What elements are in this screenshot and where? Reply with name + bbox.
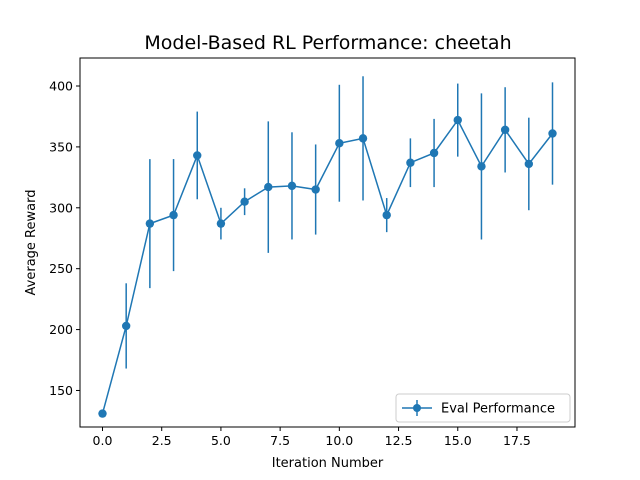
axes-frame <box>79 57 576 428</box>
y-tick-label: 150 <box>49 383 73 398</box>
data-point <box>169 210 178 220</box>
data-point <box>500 125 510 135</box>
data-point <box>406 158 415 167</box>
x-axis-label: Iteration Number <box>272 456 384 471</box>
data-point <box>311 185 320 194</box>
x-tick-label: 15.0 <box>444 433 472 448</box>
data-point <box>382 210 391 220</box>
x-tick-label: 0.0 <box>93 433 113 448</box>
x-tick-label: 2.5 <box>152 433 172 448</box>
y-tick-label: 200 <box>49 322 73 337</box>
plot-area <box>98 76 557 418</box>
data-point <box>477 162 486 171</box>
legend: Eval Performance <box>395 393 571 423</box>
data-point <box>193 151 202 160</box>
data-point <box>548 129 557 138</box>
data-point <box>335 139 344 148</box>
x-tick-label: 10.0 <box>325 433 353 448</box>
data-point <box>264 182 273 192</box>
data-point <box>145 219 155 228</box>
legend-label: Eval Performance <box>441 402 555 417</box>
data-point <box>453 115 462 125</box>
x-tick-label: 5.0 <box>211 433 231 448</box>
x-tick-label: 7.5 <box>270 433 290 448</box>
y-tick-label: 250 <box>49 261 73 276</box>
data-point <box>524 159 534 169</box>
legend-point-marker <box>413 404 421 412</box>
data-point <box>121 321 131 331</box>
legend-box <box>395 393 571 423</box>
data-point <box>216 219 226 228</box>
y-axis-label: Average Reward <box>24 190 39 296</box>
chart-title: Model-Based RL Performance: cheetah <box>144 32 511 54</box>
x-tick-label: 17.5 <box>503 433 531 448</box>
data-point <box>429 148 439 158</box>
data-point <box>98 409 107 418</box>
series-line <box>101 118 554 414</box>
data-point <box>358 134 368 143</box>
axes: 0.0 2.5 5.0 7.5 10.0 12.5 15.0 17.5 150 200 250 300… <box>49 79 531 448</box>
y-tick-label: 400 <box>49 79 73 94</box>
data-point <box>287 181 297 191</box>
y-tick-label: 300 <box>49 200 73 215</box>
y-tick-label: 350 <box>49 139 73 154</box>
data-point <box>240 197 249 206</box>
x-tick-label: 12.5 <box>385 433 413 448</box>
